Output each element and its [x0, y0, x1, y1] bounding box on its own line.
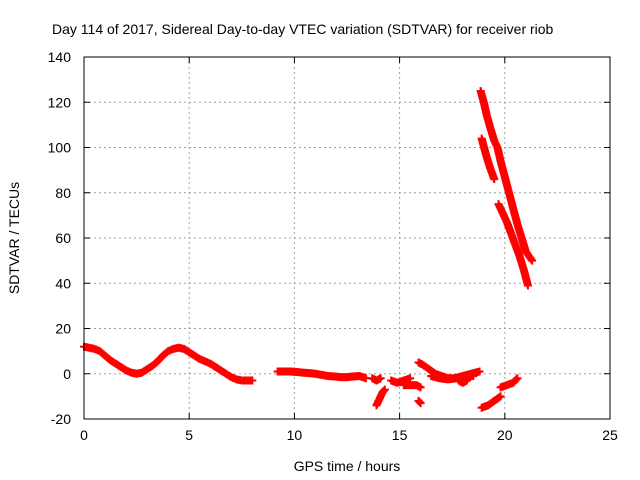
data-point — [380, 385, 389, 394]
x-tick-label: 25 — [602, 427, 618, 443]
series-arc1 — [80, 342, 257, 385]
y-tick-label: 140 — [48, 49, 72, 65]
x-tick-label: 15 — [392, 427, 408, 443]
y-axis-label: SDTVAR / TECUs — [6, 182, 22, 294]
plot-frame — [83, 56, 611, 420]
y-tick-label: 120 — [48, 94, 72, 110]
data-point — [475, 367, 484, 376]
data-point — [415, 398, 424, 407]
x-axis-label: GPS time / hours — [294, 458, 401, 474]
data-point — [406, 374, 415, 383]
data-point — [512, 375, 521, 384]
y-tick-label: 40 — [55, 275, 71, 291]
series-arc7 — [414, 396, 425, 408]
series-arc3 — [368, 374, 385, 385]
series-arc13 — [476, 86, 537, 265]
x-tick-label: 5 — [185, 427, 193, 443]
y-tick-label: 0 — [63, 366, 71, 382]
series-arc11 — [477, 392, 505, 412]
tick-labels: 0 5 10 15 20 25 -20 0 20 40 60 80 100 120 140 — [48, 49, 618, 443]
x-tick-label: 0 — [80, 427, 88, 443]
data-point — [416, 399, 425, 408]
series-arc4 — [372, 385, 389, 410]
y-tick-label: 80 — [55, 185, 71, 201]
data-point — [528, 256, 537, 265]
data-point — [379, 386, 388, 395]
series-arc15 — [494, 200, 532, 290]
data-point — [416, 383, 425, 392]
data-points — [80, 86, 537, 412]
series-arc6 — [399, 381, 425, 392]
axis-ticks — [83, 56, 611, 420]
chart-title: Day 114 of 2017, Sidereal Day-to-day VTE… — [52, 21, 554, 37]
y-tick-label: -20 — [51, 411, 71, 427]
data-point — [490, 175, 499, 184]
series-arc12 — [496, 374, 522, 392]
series-arc14 — [477, 134, 499, 184]
y-tick-label: 60 — [55, 230, 71, 246]
data-point — [496, 392, 505, 401]
y-tick-label: 20 — [55, 321, 71, 337]
series-arc2 — [273, 367, 370, 383]
data-point — [523, 281, 532, 290]
data-point — [376, 374, 385, 383]
grid — [84, 57, 610, 419]
data-point — [248, 376, 257, 385]
x-tick-label: 10 — [287, 427, 303, 443]
series-arc10 — [454, 376, 471, 387]
series-arc9 — [427, 372, 478, 384]
y-tick-label: 100 — [48, 140, 72, 156]
data-point — [513, 374, 522, 383]
data-point — [462, 376, 471, 385]
x-tick-label: 20 — [497, 427, 513, 443]
data-point — [469, 372, 478, 381]
